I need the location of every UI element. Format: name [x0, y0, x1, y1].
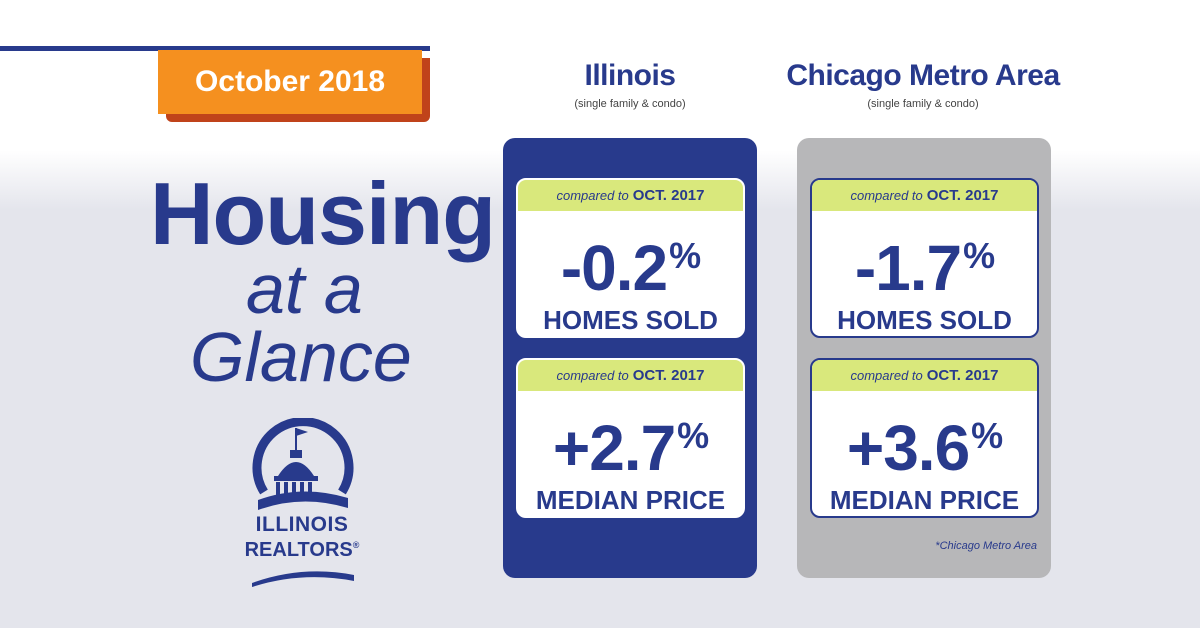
headline-line3: Glance	[190, 318, 412, 396]
chicago-panel: compared to OCT. 2017 -1.7% HOMES SOLD c…	[797, 138, 1051, 578]
stat-value: -1.7%	[812, 221, 1037, 303]
illinois-homes-sold-card: compared to OCT. 2017 -0.2% HOMES SOLD	[516, 178, 745, 338]
stat-number: -0.2	[560, 232, 668, 304]
chicago-subtitle: (single family & condo)	[867, 98, 979, 110]
stat-value: +3.6%	[812, 401, 1037, 483]
comparison-bar: compared to OCT. 2017	[518, 360, 743, 391]
illinois-realtors-logo: ILLINOIS REALTORS®	[244, 417, 360, 587]
illinois-subtitle: (single family & condo)	[574, 98, 686, 110]
date-label: October 2018	[194, 65, 386, 98]
comparison-bar: compared to OCT. 2017	[812, 180, 1037, 211]
comparison-prefix: compared to	[850, 368, 923, 383]
chicago-header: Chicago Metro Area (single family & cond…	[770, 56, 1076, 110]
comparison-bar: compared to OCT. 2017	[812, 360, 1037, 391]
logo-wordmark: ILLINOIS REALTORS®	[244, 514, 360, 587]
illinois-header: Illinois (single family & condo)	[502, 56, 758, 110]
comparison-period: OCT. 2017	[632, 187, 705, 204]
stat-value: +2.7%	[518, 401, 743, 483]
top-rule	[0, 46, 430, 51]
chicago-homes-sold-card: compared to OCT. 2017 -1.7% HOMES SOLD	[810, 178, 1039, 338]
date-banner: October 2018	[158, 50, 422, 114]
comparison-period: OCT. 2017	[926, 187, 999, 204]
comparison-period: OCT. 2017	[926, 367, 999, 384]
registered-mark: ®	[352, 540, 360, 550]
stat-number: +2.7	[552, 412, 676, 484]
stat-unit: %	[971, 415, 1003, 456]
stat-label: HOMES SOLD	[837, 305, 1012, 335]
comparison-period: OCT. 2017	[632, 367, 705, 384]
headline-line2: at a	[246, 250, 363, 328]
stat-number: -1.7	[854, 232, 962, 304]
stat-label: MEDIAN PRICE	[829, 485, 1020, 515]
comparison-prefix: compared to	[556, 368, 629, 383]
comparison-bar: compared to OCT. 2017	[518, 180, 743, 211]
stat-value: -0.2%	[518, 221, 743, 303]
footnote: *Chicago Metro Area	[935, 540, 1037, 552]
headline-line1: Housing	[150, 164, 496, 263]
illinois-panel: compared to OCT. 2017 -0.2% HOMES SOLD c…	[503, 138, 757, 578]
illinois-title: Illinois	[584, 59, 676, 92]
chicago-title: Chicago Metro Area	[786, 59, 1060, 92]
illinois-median-price-card: compared to OCT. 2017 +2.7% MEDIAN PRICE	[516, 358, 745, 518]
stat-label: HOMES SOLD	[543, 305, 718, 335]
stat-unit: %	[677, 415, 709, 456]
stat-unit: %	[963, 235, 995, 276]
comparison-prefix: compared to	[556, 188, 629, 203]
stat-unit: %	[669, 235, 701, 276]
chicago-median-price-card: compared to OCT. 2017 +3.6% MEDIAN PRICE	[810, 358, 1039, 518]
stat-number: +3.6	[846, 412, 970, 484]
logo-line2: REALTORS	[244, 539, 353, 561]
logo-swoosh	[252, 571, 354, 587]
stat-label: MEDIAN PRICE	[535, 485, 726, 515]
logo-line1: ILLINOIS	[255, 513, 349, 536]
headline: Housing at a Glance	[150, 164, 496, 396]
comparison-prefix: compared to	[850, 188, 923, 203]
capitol-dome-icon	[252, 417, 354, 510]
